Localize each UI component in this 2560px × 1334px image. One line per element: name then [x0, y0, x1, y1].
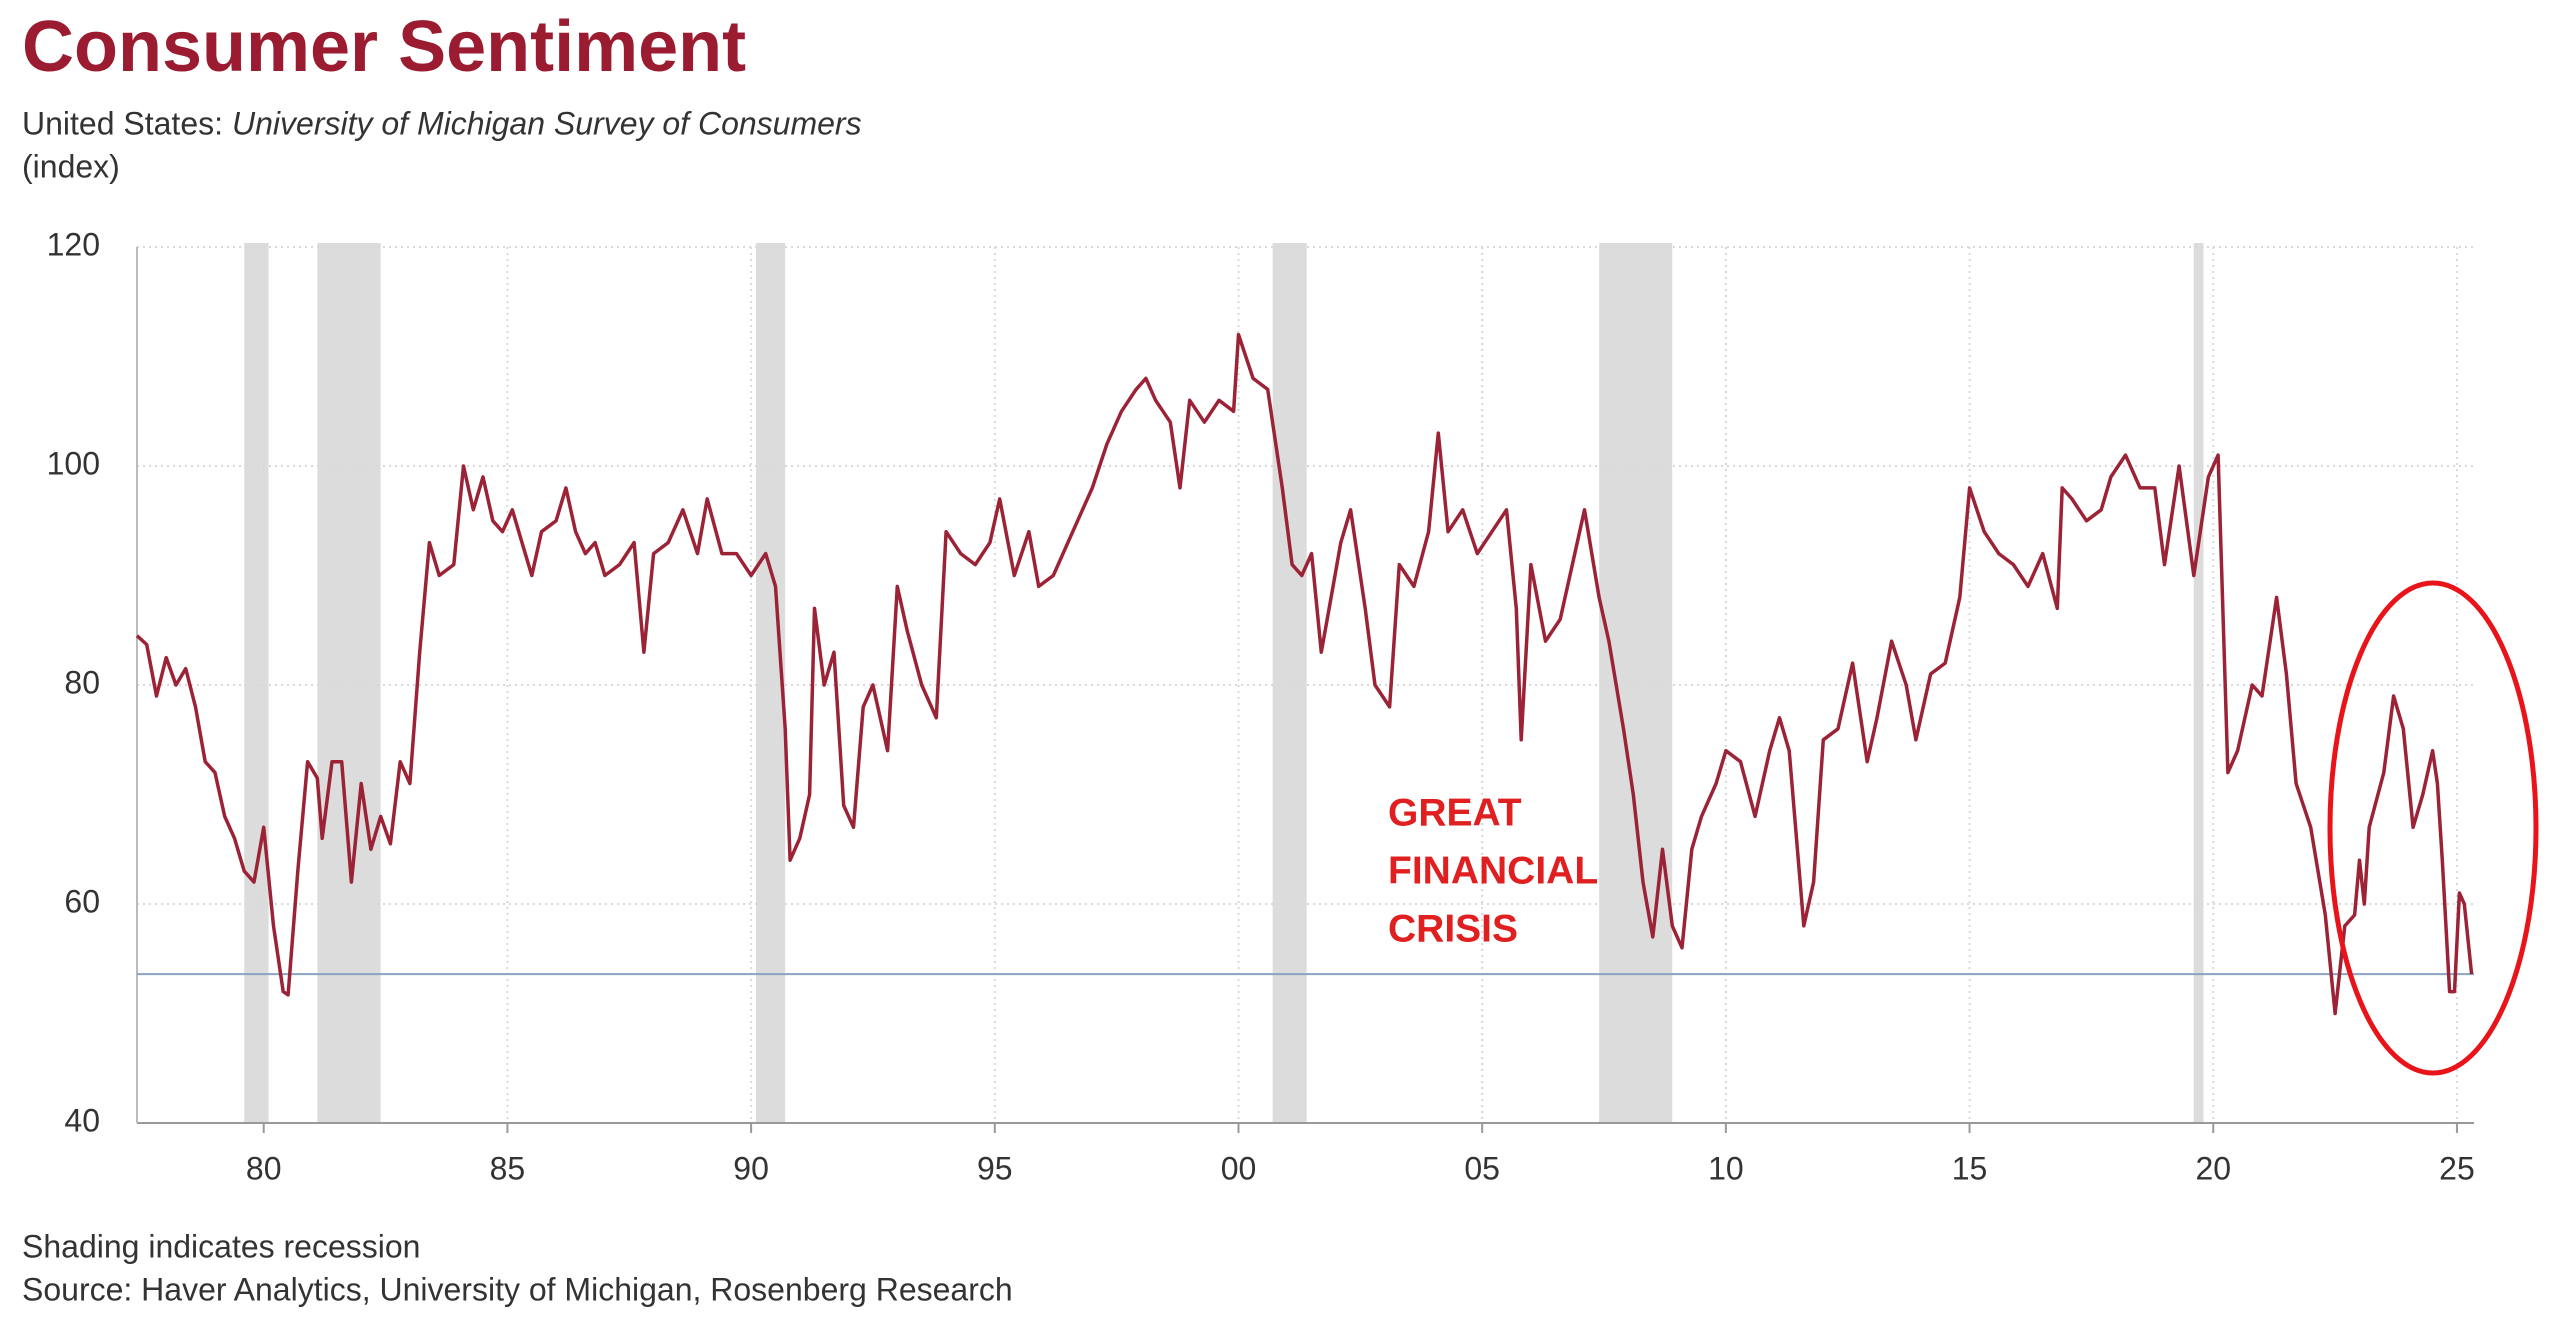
annotation: CRISIS — [1388, 907, 1518, 950]
x-tick-label: 20 — [2195, 1150, 2231, 1186]
y-tick-label: 40 — [64, 1102, 100, 1138]
y-axis-label: (index) — [22, 148, 120, 184]
series-line — [135, 332, 2474, 1016]
y-tick-label: 100 — [47, 445, 100, 481]
subtitle-source: University of Michigan Survey of Consume… — [232, 105, 862, 141]
annotation: FINANCIAL — [1388, 849, 1598, 892]
x-tick-label: 95 — [977, 1150, 1013, 1186]
recession-band — [317, 243, 381, 1123]
recession-band — [1599, 243, 1673, 1123]
source: Source: Haver Analytics, University of M… — [22, 1271, 1013, 1307]
recession-band — [2193, 243, 2204, 1123]
y-tick-label: 120 — [47, 226, 100, 262]
recession-band — [1272, 243, 1307, 1123]
x-tick-label: 90 — [733, 1150, 769, 1186]
x-tick-label: 10 — [1708, 1150, 1744, 1186]
x-tick-label: 05 — [1464, 1150, 1500, 1186]
recession-band — [244, 243, 269, 1123]
y-tick-label: 60 — [64, 883, 100, 919]
x-tick-label: 80 — [246, 1150, 282, 1186]
chart-title: Consumer Sentiment — [22, 7, 746, 87]
plot: 40 60 80 100 120 80 85 90 95 00 05 10 15 20 25 GREAT FIN… — [47, 226, 2475, 1186]
subtitle: United States: — [22, 105, 223, 141]
note: Shading indicates recession — [22, 1228, 420, 1264]
highlight-ellipse — [2327, 580, 2539, 1076]
y-tick-label: 80 — [64, 664, 100, 700]
x-tick-label: 00 — [1221, 1150, 1257, 1186]
annotation: GREAT — [1388, 791, 1522, 834]
x-tick-label: 25 — [2439, 1150, 2475, 1186]
x-tick-label: 85 — [490, 1150, 526, 1186]
x-tick-label: 15 — [1952, 1150, 1988, 1186]
